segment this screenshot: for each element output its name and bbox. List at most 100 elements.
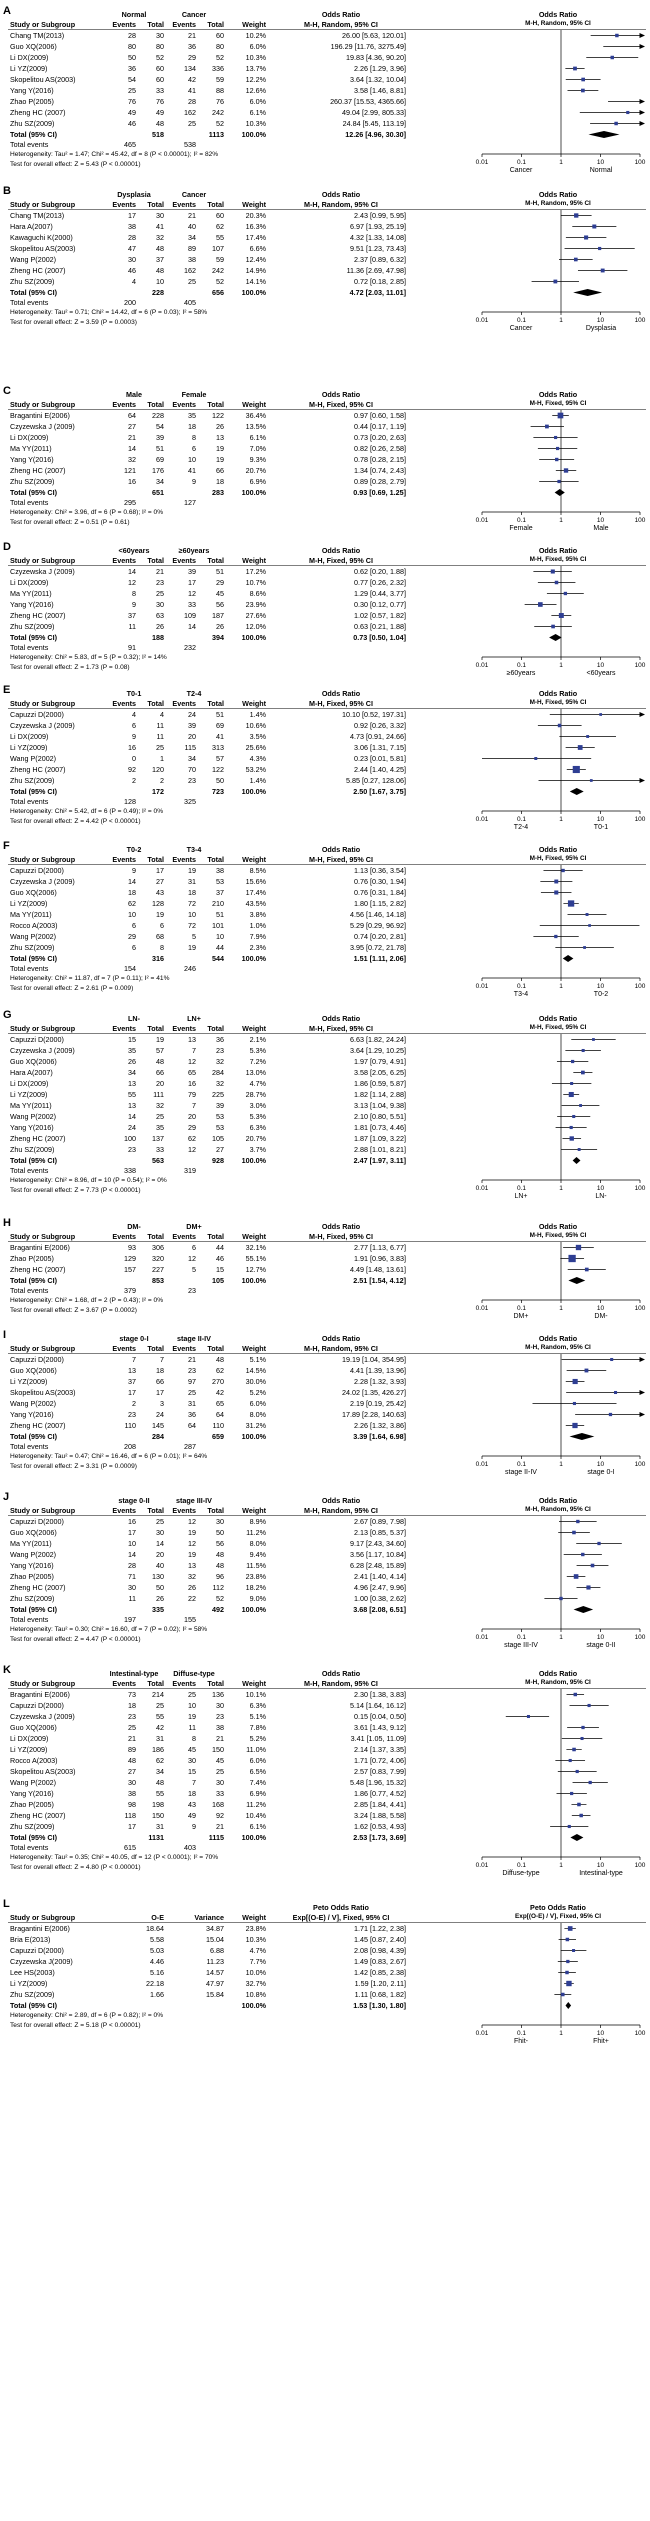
total-events-label: Total events bbox=[10, 140, 49, 149]
events2-value: 6 bbox=[192, 1243, 196, 1252]
events2-value: 34 bbox=[188, 233, 196, 242]
ci-text: 0.89 [0.28, 2.79] bbox=[354, 477, 406, 486]
study-row: Rocco A(2003) 6 6 72 101 1.0% 5.29 [0.29, 96.9… bbox=[4, 920, 650, 931]
panel-letter: D bbox=[3, 541, 11, 553]
overall-effect-line: Test for overall effect: Z = 5.43 (P < 0… bbox=[10, 161, 141, 168]
events2-value: 20 bbox=[188, 732, 196, 741]
spacer bbox=[136, 298, 164, 308]
total-events2: 319 bbox=[184, 1166, 196, 1175]
total2-value: 53 bbox=[216, 1112, 224, 1121]
group2-header: Diffuse-type bbox=[173, 1669, 215, 1678]
events1-value: 14 bbox=[128, 567, 136, 576]
study-row: Lee HS(2003) 5.16 14.57 10.0% 1.42 [0.85, 2.… bbox=[4, 1967, 650, 1978]
events2-value: 36 bbox=[188, 1410, 196, 1419]
events1-value: 21 bbox=[128, 433, 136, 442]
overall-effect-line: Test for overall effect: Z = 1.73 (P = 0… bbox=[10, 664, 130, 671]
ci-text: 3.06 [1.31, 7.15] bbox=[354, 743, 406, 752]
events1-value: 18 bbox=[128, 1701, 136, 1710]
weight-col-header: Weight bbox=[242, 1506, 266, 1515]
total1-value: 24 bbox=[156, 1410, 164, 1419]
events2-value: 32 bbox=[188, 1572, 196, 1581]
effect-header: Odds Ratio bbox=[321, 190, 361, 199]
study-name: Czyzewska J (2009) bbox=[10, 721, 75, 730]
weight-value: 6.5% bbox=[249, 1767, 266, 1776]
events1-value: 0 bbox=[132, 754, 136, 763]
heterogeneity-line: Heterogeneity: Tau² = 0.30; Chi² = 16.60… bbox=[10, 1626, 208, 1633]
heterogeneity-line: Heterogeneity: Chi² = 11.87, df = 7 (P =… bbox=[10, 975, 170, 982]
variance-value: 15.04 bbox=[206, 1935, 224, 1944]
total1-value: 227 bbox=[152, 1265, 164, 1274]
events1-col-header: Events bbox=[112, 20, 136, 29]
ci-text: 6.63 [1.82, 24.24] bbox=[350, 1035, 406, 1044]
study-row: Czyzewska J (2009) 14 21 39 51 17.2% 0.62 [0.2… bbox=[4, 566, 650, 577]
total2-value: 32 bbox=[216, 1057, 224, 1066]
plot-effect-header: Odds Ratio bbox=[538, 1014, 578, 1023]
total-label: Total (95% CI) bbox=[10, 2001, 57, 2010]
study-name: Zhao P(2005) bbox=[10, 1572, 54, 1581]
events2-value: 20 bbox=[188, 1112, 196, 1121]
total1-value: 27 bbox=[156, 877, 164, 886]
study-name: Zheng HC (2007) bbox=[10, 1583, 66, 1592]
total2-value: 45 bbox=[216, 1756, 224, 1765]
study-row: Chang TM(2013) 17 30 21 60 20.3% 2.43 [0.99, 5… bbox=[4, 210, 650, 221]
total2-value: 25 bbox=[216, 1767, 224, 1776]
total1-col-header: Total bbox=[147, 1506, 164, 1515]
study-name: Zheng HC (2007) bbox=[10, 108, 66, 117]
study-row: Zheng HC (2007) 118 150 49 92 10.4% 3.24 [1.88… bbox=[4, 1810, 650, 1821]
heterogeneity-line: Heterogeneity: Chi² = 8.96, df = 10 (P =… bbox=[10, 1177, 167, 1184]
study-name: Li YZ(2009) bbox=[10, 899, 48, 908]
events2-value: 25 bbox=[188, 1690, 196, 1699]
study-row: Li DX(2009) 50 52 29 52 10.3% 19.83 [4.36, 90.… bbox=[4, 52, 650, 63]
study-col-header: Study or Subgroup bbox=[10, 1913, 76, 1922]
weight-value: 3.0% bbox=[249, 1101, 266, 1110]
header-columns: Study or Subgroup Events Total Events Total W… bbox=[4, 1679, 650, 1689]
study-name: Zhu SZ(2009) bbox=[10, 277, 55, 286]
overall-effect-line: Test for overall effect: Z = 5.18 (P < 0… bbox=[10, 2022, 141, 2029]
study-row: Wang P(2002) 29 68 5 10 7.9% 0.74 [0.20, 2.81] bbox=[4, 931, 650, 942]
total-events1: 379 bbox=[124, 1286, 136, 1295]
total1-value: 43 bbox=[156, 888, 164, 897]
header-groups: LN- LN+ Odds Ratio bbox=[4, 1014, 650, 1024]
grand-total1: 172 bbox=[152, 787, 164, 796]
spacer bbox=[104, 1832, 136, 1843]
study-name: Li YZ(2009) bbox=[10, 1377, 48, 1386]
ci-text: 2.19 [0.19, 25.42] bbox=[350, 1399, 406, 1408]
total-row: Total (95% CI) 316 544 100.0% 1.51 [1.11, 2.… bbox=[4, 953, 650, 964]
spacer bbox=[104, 1903, 164, 1913]
overall-effect-line: Test for overall effect: Z = 4.47 (P < 0… bbox=[10, 1636, 141, 1643]
events1-value: 25 bbox=[128, 86, 136, 95]
events2-col-header: Events bbox=[172, 1679, 196, 1688]
study-name: Skopelitou AS(2003) bbox=[10, 1388, 76, 1397]
total1-value: 186 bbox=[152, 1745, 164, 1754]
study-row: Capuzzi D(2000) 16 25 12 30 8.9% 2.67 [0.89, 7… bbox=[4, 1516, 650, 1527]
total2-value: 50 bbox=[216, 1528, 224, 1537]
study-row: Yang Y(2016) 24 35 29 53 6.3% 1.81 [0.73, 4.46… bbox=[4, 1122, 650, 1133]
weight-value: 3.8% bbox=[249, 910, 266, 919]
study-name: Zheng HC (2007) bbox=[10, 1134, 66, 1143]
total-events-row: Total events 154 246 bbox=[4, 964, 650, 974]
total2-col-header: Total bbox=[207, 400, 224, 409]
total2-value: 150 bbox=[212, 1745, 224, 1754]
plot-effect-header: Odds Ratio bbox=[538, 689, 578, 698]
events2-value: 134 bbox=[184, 64, 196, 73]
events2-value: 43 bbox=[188, 1800, 196, 1809]
total1-value: 66 bbox=[156, 1068, 164, 1077]
weight-value: 43.5% bbox=[245, 899, 266, 908]
total-row: Total (95% CI) 100.0% 1.53 [1.30, 1.80] bbox=[4, 2000, 650, 2011]
study-name: Czyzewska J (2009) bbox=[10, 1046, 75, 1055]
study-col-header: Study or Subgroup bbox=[10, 1506, 76, 1515]
group2-header: LN+ bbox=[187, 1014, 201, 1023]
grand-total2: 928 bbox=[212, 1156, 224, 1165]
forest-plot-figure: A Normal Cancer Odds Ratio Study or Subgroup… bbox=[3, 5, 650, 2047]
total-events-row: Total events 615 403 bbox=[4, 1843, 650, 1853]
study-row: Czyzewska J (2009) 27 54 18 26 13.5% 0.44 [0.1… bbox=[4, 421, 650, 432]
study-name: Bragantini E(2006) bbox=[10, 411, 70, 420]
weight-value: 2.1% bbox=[249, 1035, 266, 1044]
study-name: Capuzzi D(2000) bbox=[10, 1355, 64, 1364]
panel-L: L Peto Odds Ratio Study or Subgroup O-E Vari… bbox=[3, 1898, 650, 2047]
events2-value: 13 bbox=[188, 1035, 196, 1044]
events1-value: 10 bbox=[128, 1539, 136, 1548]
study-name: Yang Y(2016) bbox=[10, 455, 54, 464]
panel-letter: A bbox=[3, 5, 11, 17]
weight-col-header: Weight bbox=[242, 1344, 266, 1353]
